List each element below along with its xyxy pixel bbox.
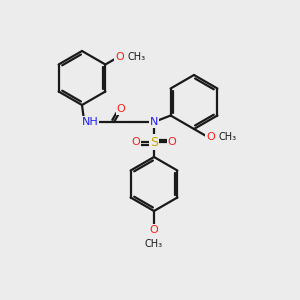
Text: N: N [150,117,158,127]
Text: O: O [132,137,140,147]
Text: O: O [117,104,125,114]
Text: O: O [150,225,158,235]
Text: O: O [115,52,124,62]
Text: O: O [206,132,215,142]
Text: NH: NH [82,117,98,127]
Text: CH₃: CH₃ [128,52,146,62]
Text: CH₃: CH₃ [219,132,237,142]
Text: O: O [168,137,176,147]
Text: S: S [150,136,158,148]
Text: CH₃: CH₃ [145,239,163,249]
